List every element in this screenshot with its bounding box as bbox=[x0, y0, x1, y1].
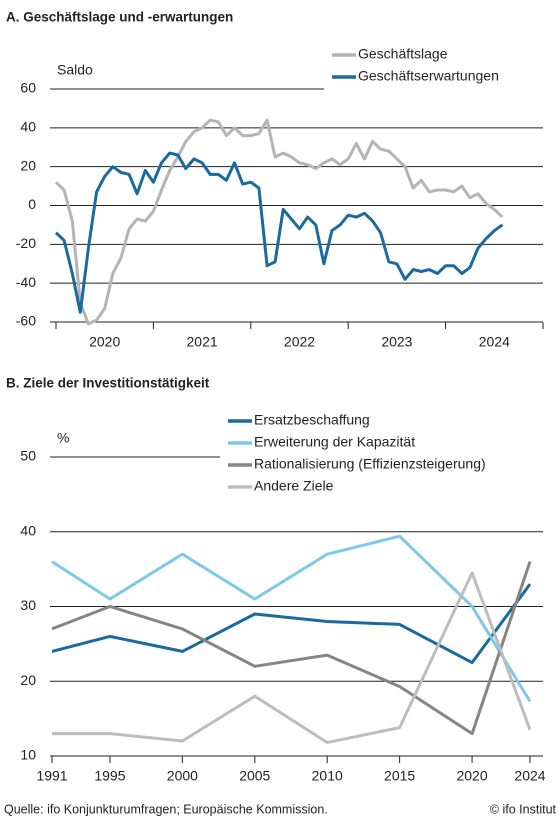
y-tick-label: 40 bbox=[20, 119, 36, 135]
legend-label: Geschäftserwartungen bbox=[358, 68, 499, 84]
y-tick-label: 30 bbox=[20, 597, 36, 613]
x-tick-label: 2005 bbox=[239, 768, 270, 784]
x-tick-label: 2024 bbox=[479, 334, 510, 350]
y-axis-label: % bbox=[57, 430, 69, 446]
x-tick-label: 2023 bbox=[381, 334, 412, 350]
x-tick-label: 2022 bbox=[284, 334, 315, 350]
y-tick-label: 50 bbox=[20, 448, 36, 464]
y-tick-label: -60 bbox=[16, 313, 36, 329]
chart-title: A. Geschäftslage und -erwartungen bbox=[6, 10, 233, 25]
y-tick-label: 60 bbox=[20, 80, 36, 96]
source: Quelle: ifo Konjunkturumfragen; Europäis… bbox=[4, 802, 328, 816]
line-series bbox=[51, 583, 532, 665]
line-series bbox=[54, 118, 504, 326]
x-tick-label: 2000 bbox=[167, 768, 198, 784]
y-tick-label: -20 bbox=[16, 235, 36, 251]
chart-title: B. Ziele der Investitionstätigkeit bbox=[6, 376, 210, 391]
x-tick-label: 1991 bbox=[36, 768, 67, 784]
legend-background bbox=[220, 409, 550, 501]
legend-background bbox=[324, 43, 544, 91]
x-tick-label: 2020 bbox=[89, 334, 120, 350]
legend-label: Erweiterung der Kapazität bbox=[254, 434, 415, 450]
legend-label: Andere Ziele bbox=[254, 478, 334, 494]
line-series bbox=[51, 561, 532, 736]
x-tick-label: 2024 bbox=[514, 768, 545, 784]
line-series bbox=[54, 151, 504, 314]
y-tick-label: 20 bbox=[20, 672, 36, 688]
y-tick-label: 10 bbox=[20, 747, 36, 763]
copyright: © ifo Institut bbox=[490, 802, 557, 816]
legend-label: Rationalisierung (Effizienzsteigerung) bbox=[254, 456, 486, 472]
y-tick-label: -40 bbox=[16, 274, 36, 290]
x-tick-label: 2015 bbox=[384, 768, 415, 784]
line-series bbox=[51, 534, 532, 703]
x-tick-label: 1995 bbox=[94, 768, 125, 784]
line-series bbox=[52, 571, 532, 744]
y-axis-label: Saldo bbox=[57, 62, 93, 78]
legend-label: Ersatzbeschaffung bbox=[254, 412, 370, 428]
y-tick-label: 20 bbox=[20, 157, 36, 173]
y-tick-label: 0 bbox=[28, 196, 36, 212]
x-tick-label: 2020 bbox=[456, 768, 487, 784]
legend-label: Geschäftslage bbox=[358, 46, 448, 62]
x-tick-label: 2010 bbox=[312, 768, 343, 784]
x-tick-label: 2021 bbox=[187, 334, 218, 350]
y-tick-label: 40 bbox=[20, 522, 36, 538]
